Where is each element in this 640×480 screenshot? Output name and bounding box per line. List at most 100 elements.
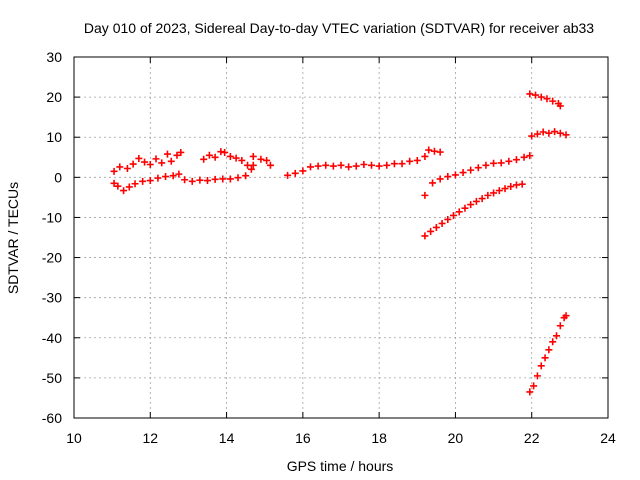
x-tick-label: 22 — [524, 430, 540, 446]
data-point — [135, 154, 143, 162]
data-point — [533, 130, 541, 138]
data-point — [291, 169, 299, 177]
data-point — [368, 161, 376, 169]
data-point — [432, 223, 440, 231]
grid-lines — [74, 57, 608, 418]
data-series — [526, 90, 564, 110]
data-point — [526, 388, 534, 396]
x-tick-label: 18 — [371, 430, 387, 446]
x-tick-label: 10 — [66, 430, 82, 446]
y-tick-label: -40 — [42, 330, 62, 346]
data-point — [520, 153, 528, 161]
data-point — [562, 312, 570, 320]
data-point — [436, 175, 444, 183]
y-tick-label: -10 — [42, 209, 62, 225]
data-point — [173, 151, 181, 159]
data-point — [430, 147, 438, 155]
data-series — [284, 152, 429, 179]
data-point — [116, 163, 124, 171]
data-point — [375, 162, 383, 170]
data-point — [421, 232, 429, 240]
data-point — [360, 160, 368, 168]
chart-title: Day 010 of 2023, Sidereal Day-to-day VTE… — [84, 20, 594, 36]
data-point — [242, 172, 250, 180]
data-point — [545, 346, 553, 354]
data-series — [526, 312, 570, 396]
data-point — [196, 176, 204, 184]
y-axis-label: SDTVAR / TECUs — [5, 182, 21, 294]
data-point — [541, 354, 549, 362]
data-point — [390, 160, 398, 168]
data-point — [553, 332, 561, 340]
data-point — [467, 166, 475, 174]
data-point — [146, 160, 154, 168]
data-point — [383, 161, 391, 169]
data-point — [478, 195, 486, 203]
data-point — [204, 177, 211, 185]
data-point — [467, 201, 475, 209]
data-point — [537, 362, 545, 370]
data-point — [234, 174, 242, 182]
data-series — [528, 128, 570, 140]
data-point — [205, 151, 213, 159]
data-point — [562, 131, 570, 139]
data-point — [539, 128, 547, 136]
x-tick-label: 20 — [448, 430, 464, 446]
data-point — [238, 156, 246, 164]
y-tick-label: -20 — [42, 250, 62, 266]
data-point — [217, 148, 225, 156]
data-point — [484, 191, 492, 199]
data-point — [162, 173, 170, 181]
x-axis: 10 12 14 16 18 20 22 24 — [66, 57, 616, 446]
data-point — [200, 155, 208, 163]
data-point — [232, 154, 240, 162]
data-point — [526, 152, 534, 160]
data-point — [175, 170, 183, 178]
data-point — [211, 175, 219, 183]
data-point — [549, 338, 557, 346]
data-point — [299, 167, 307, 175]
data-point — [329, 162, 337, 170]
data-point — [537, 93, 545, 101]
data-point — [512, 181, 520, 189]
data-point — [526, 90, 534, 98]
data-point — [226, 152, 234, 160]
data-series — [110, 161, 257, 195]
data-point — [314, 162, 322, 170]
data-point — [322, 161, 330, 169]
x-tick-label: 24 — [600, 430, 616, 446]
data-point — [345, 163, 353, 171]
data-series — [110, 148, 185, 175]
data-point — [556, 102, 564, 110]
data-point — [532, 91, 540, 99]
data-point — [507, 183, 515, 191]
x-tick-label: 12 — [142, 430, 158, 446]
data-point — [226, 175, 234, 183]
data-point — [421, 191, 429, 199]
data-point — [247, 165, 255, 173]
data-point — [306, 163, 314, 171]
data-point — [501, 185, 509, 193]
data-point — [472, 197, 480, 205]
data-point — [455, 208, 463, 216]
data-point — [169, 172, 177, 180]
y-tick-label: 10 — [46, 129, 62, 145]
data-series — [421, 180, 526, 240]
y-tick-label: 20 — [46, 89, 62, 105]
data-point — [444, 215, 452, 223]
x-tick-label: 16 — [295, 430, 311, 446]
data-point — [221, 148, 229, 156]
data-point — [450, 211, 458, 219]
y-tick-label: 30 — [46, 49, 62, 65]
data-points — [110, 90, 570, 396]
data-point — [211, 153, 219, 161]
data-point — [518, 180, 526, 188]
data-point — [490, 189, 498, 197]
data-point — [110, 167, 118, 175]
data-point — [438, 219, 446, 227]
data-series — [421, 191, 429, 199]
data-point — [474, 164, 482, 172]
data-point — [413, 156, 421, 164]
data-point — [263, 156, 271, 164]
